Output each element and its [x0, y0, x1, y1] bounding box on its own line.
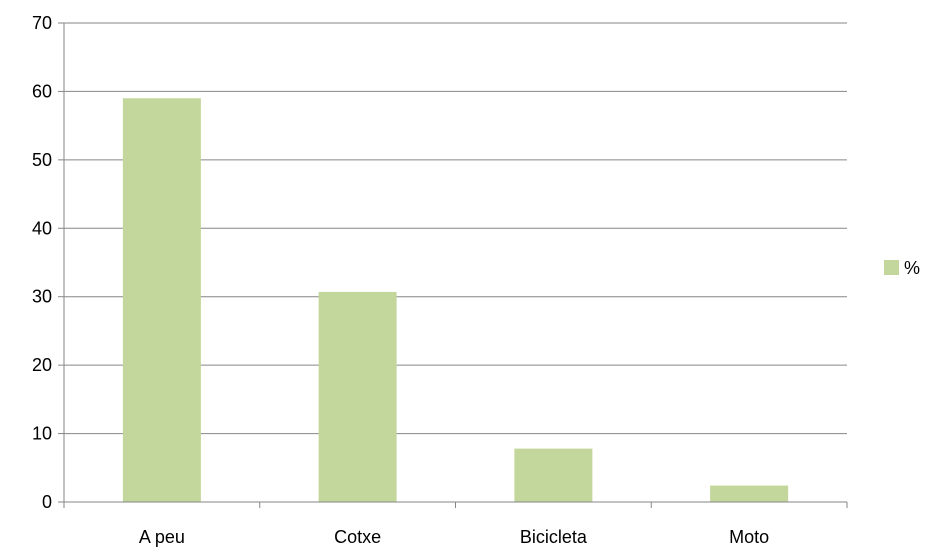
y-tick-label-50: 50 — [32, 150, 52, 170]
legend: % — [884, 258, 920, 278]
x-tick-label-a-peu: A peu — [139, 527, 185, 547]
y-tick-label-70: 70 — [32, 13, 52, 33]
axes — [63, 23, 848, 508]
bar-bicicleta — [514, 448, 593, 502]
y-tick-label-40: 40 — [32, 218, 52, 238]
y-tick-label-60: 60 — [32, 81, 52, 101]
y-tick-label-20: 20 — [32, 355, 52, 375]
x-axis-tick-labels: A peu Cotxe Bicicleta Moto — [139, 527, 769, 547]
x-tick-label-moto: Moto — [729, 527, 769, 547]
legend-swatch — [884, 260, 899, 275]
y-tick-label-30: 30 — [32, 287, 52, 307]
bars — [122, 98, 789, 503]
bar-moto — [710, 485, 789, 502]
x-tick-label-bicicleta: Bicicleta — [520, 527, 588, 547]
y-axis-tick-labels: 0 10 20 30 40 50 60 70 — [32, 13, 52, 512]
bar-cotxe — [318, 291, 397, 502]
x-tick-label-cotxe: Cotxe — [334, 527, 381, 547]
legend-label-percent: % — [904, 258, 920, 278]
y-tick-label-0: 0 — [42, 492, 52, 512]
y-tick-label-10: 10 — [32, 424, 52, 444]
bar-a-peu — [122, 98, 201, 503]
